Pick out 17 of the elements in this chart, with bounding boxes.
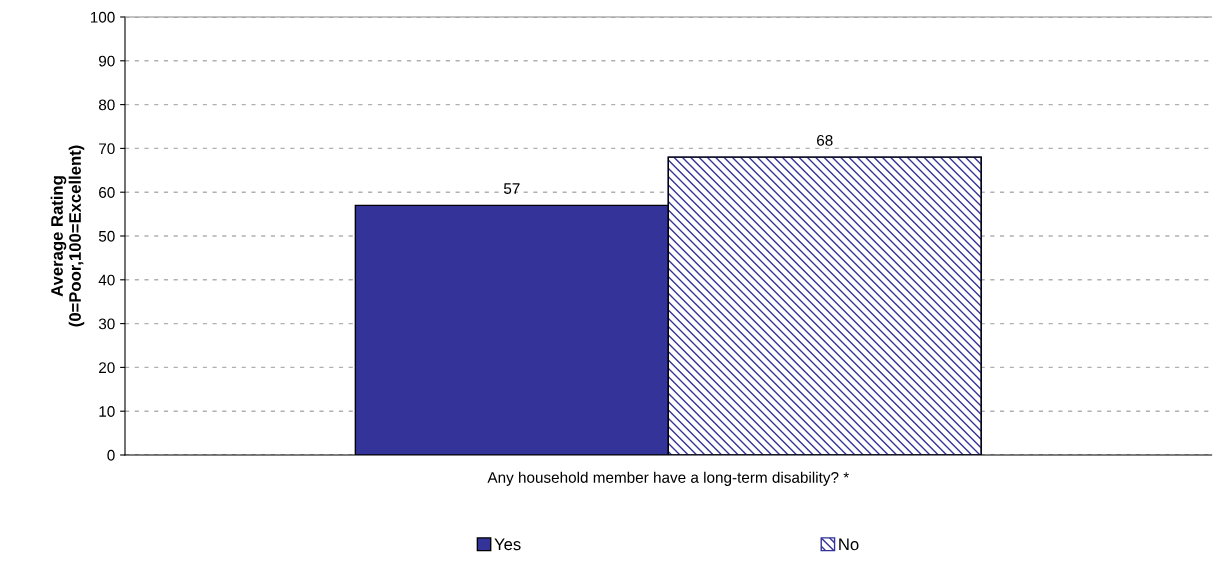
y-tick-label: 90 [99, 55, 115, 67]
y-tick-label: 70 [99, 143, 115, 155]
y-tick-label: 0 [107, 449, 115, 461]
x-tick-label: Any household member have a long-term disability? * [487, 471, 849, 486]
legend-label: No [839, 538, 859, 551]
y-tick-label: 20 [99, 362, 115, 374]
y-tick-label: 30 [98, 318, 115, 330]
y-tick-label: 50 [98, 230, 115, 242]
y-tick-label: 40 [98, 274, 115, 286]
y-tick-label: 10 [99, 406, 115, 417]
y-axis-title: Average Rating (0=Poor,100=Excellent) [50, 145, 85, 327]
y-tick-label: 100 [90, 11, 115, 23]
data-label: 57 [503, 183, 520, 194]
y-tick-label: 60 [99, 187, 115, 198]
y-tick-label: 80 [98, 99, 115, 111]
data-label: 68 [817, 134, 833, 146]
legend-label: Yes [494, 538, 521, 551]
